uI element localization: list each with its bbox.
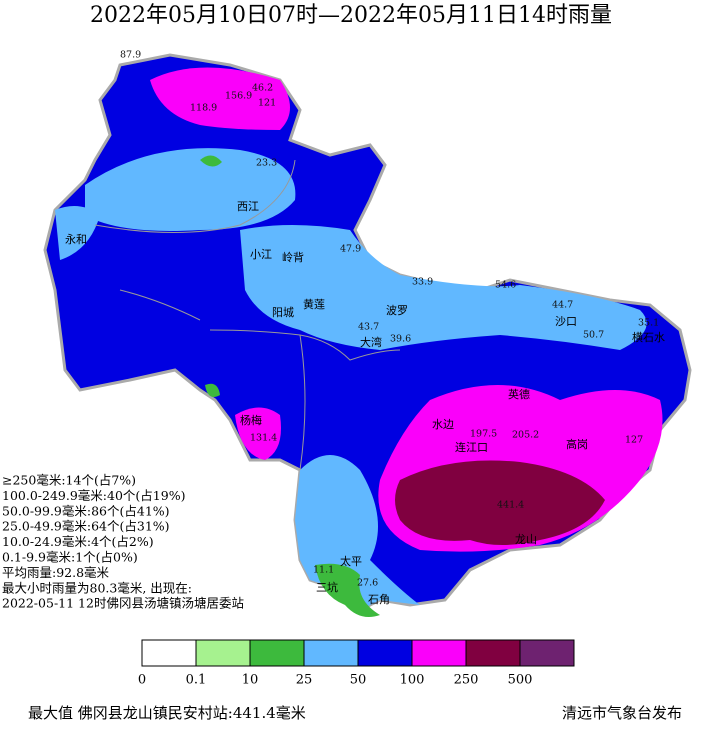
title: 2022年05月10日07时—2022年05月11日14时雨量 — [90, 3, 612, 28]
place-label: 阳城 — [272, 306, 294, 319]
rain-value: 11.1 — [313, 565, 334, 576]
place-label: 高岗 — [566, 437, 588, 451]
rain-value: 127 — [625, 435, 643, 446]
place-label: 连江口 — [455, 441, 488, 454]
place-label: 杨梅 — [240, 413, 262, 427]
rain-value: 197.5 — [470, 429, 497, 440]
legend-swatch — [249, 639, 305, 667]
place-label: 英德 — [508, 387, 530, 401]
stat-line: 最大小时雨量为80.3毫米, 出现在: — [2, 580, 192, 595]
region-light — [85, 148, 296, 231]
region-light — [55, 206, 100, 260]
place-labels: 西江 小江 岭背 阳城 黄莲 大湾 波罗 沙口 横石水 英德 高岗 水边 连江口… — [65, 200, 665, 606]
rain-value: 33.9 — [412, 277, 433, 288]
place-label: 岭背 — [282, 250, 304, 264]
place-label: 波罗 — [386, 304, 408, 317]
max-note: 最大值 佛冈县龙山镇民安村站:441.4毫米 — [28, 704, 306, 722]
place-label: 沙口 — [555, 315, 577, 328]
region-light — [240, 225, 647, 350]
rain-value: 87.9 — [120, 50, 141, 61]
rain-value: 43.7 — [358, 322, 379, 333]
place-label: 三坑 — [316, 580, 338, 594]
rain-value: 118.9 — [190, 103, 217, 114]
rain-value: 121 — [258, 98, 276, 109]
rain-value: 441.4 — [497, 500, 524, 511]
rain-value: 54.6 — [495, 280, 516, 291]
region-heavy — [235, 407, 281, 460]
value-labels: 87.9 118.9 156.9 121 46.2 23.3 47.9 33.9… — [120, 50, 659, 589]
place-label: 小江 — [250, 248, 272, 261]
legend-swatch — [411, 639, 467, 667]
rain-value: 205.2 — [512, 430, 539, 441]
region-light-rain — [200, 155, 222, 167]
place-label: 太平 — [340, 555, 362, 568]
rain-value: 23.3 — [256, 158, 277, 169]
legend-swatch — [357, 639, 413, 667]
legend-tick: 500 — [508, 673, 533, 688]
stat-line: 2022-05-11 12时佛冈县汤塘镇汤塘居委站 — [2, 596, 244, 611]
legend-swatch — [519, 639, 575, 667]
legend-tick: 100 — [400, 673, 425, 688]
place-label: 永和 — [65, 232, 87, 246]
boundaries — [94, 159, 401, 471]
rain-value: 35.1 — [638, 318, 659, 329]
region-heavy — [150, 67, 290, 130]
legend-tick: 25 — [296, 673, 313, 688]
rain-value: 39.6 — [390, 334, 411, 345]
stat-line: 50.0-99.9毫米:86个(占41%) — [2, 503, 170, 518]
legend-swatch — [303, 639, 359, 667]
rain-value: 44.7 — [552, 300, 573, 311]
rain-value: 131.4 — [250, 433, 277, 444]
stats: ≥250毫米:14个(占7%)100.0-249.9毫米:40个(占19%)50… — [2, 473, 244, 611]
legend-tick: 0.1 — [186, 673, 207, 688]
stat-line: 25.0-49.9毫米:64个(占31%) — [2, 519, 170, 534]
region-light-rain — [205, 383, 220, 398]
stat-line: ≥250毫米:14个(占7%) — [2, 473, 136, 488]
legend-tick: 50 — [350, 673, 367, 688]
legend-swatch — [465, 639, 521, 667]
place-label: 龙山 — [515, 533, 537, 546]
rain-value: 47.9 — [340, 244, 361, 255]
place-label: 横石水 — [632, 330, 665, 344]
region-extreme — [395, 460, 605, 545]
stat-line: 10.0-24.9毫米:4个(占2%) — [2, 534, 154, 549]
legend-swatch — [141, 639, 197, 667]
stat-line: 0.1-9.9毫米:1个(占0%) — [2, 550, 138, 565]
place-label: 黄莲 — [303, 297, 325, 311]
legend-tick: 250 — [454, 673, 479, 688]
rain-value: 27.6 — [357, 578, 378, 589]
place-label: 大湾 — [360, 335, 382, 349]
rain-value: 156.9 — [225, 91, 252, 102]
stat-line: 平均雨量:92.8毫米 — [2, 565, 110, 580]
place-label: 水边 — [432, 418, 454, 431]
map — [43, 53, 692, 618]
place-label: 石角 — [368, 593, 390, 606]
publisher: 清远市气象台发布 — [562, 704, 682, 722]
place-label: 西江 — [237, 200, 259, 213]
legend-tick: 0 — [138, 673, 146, 688]
color-legend: 0 0.1 10 25 50 100 250 500 — [138, 639, 575, 688]
region-light-rain — [315, 563, 380, 618]
rain-value: 46.2 — [252, 83, 273, 94]
legend-swatch — [195, 639, 251, 667]
legend-tick: 10 — [242, 673, 259, 688]
stat-line: 100.0-249.9毫米:40个(占19%) — [2, 488, 185, 503]
rain-value: 50.7 — [583, 330, 604, 341]
